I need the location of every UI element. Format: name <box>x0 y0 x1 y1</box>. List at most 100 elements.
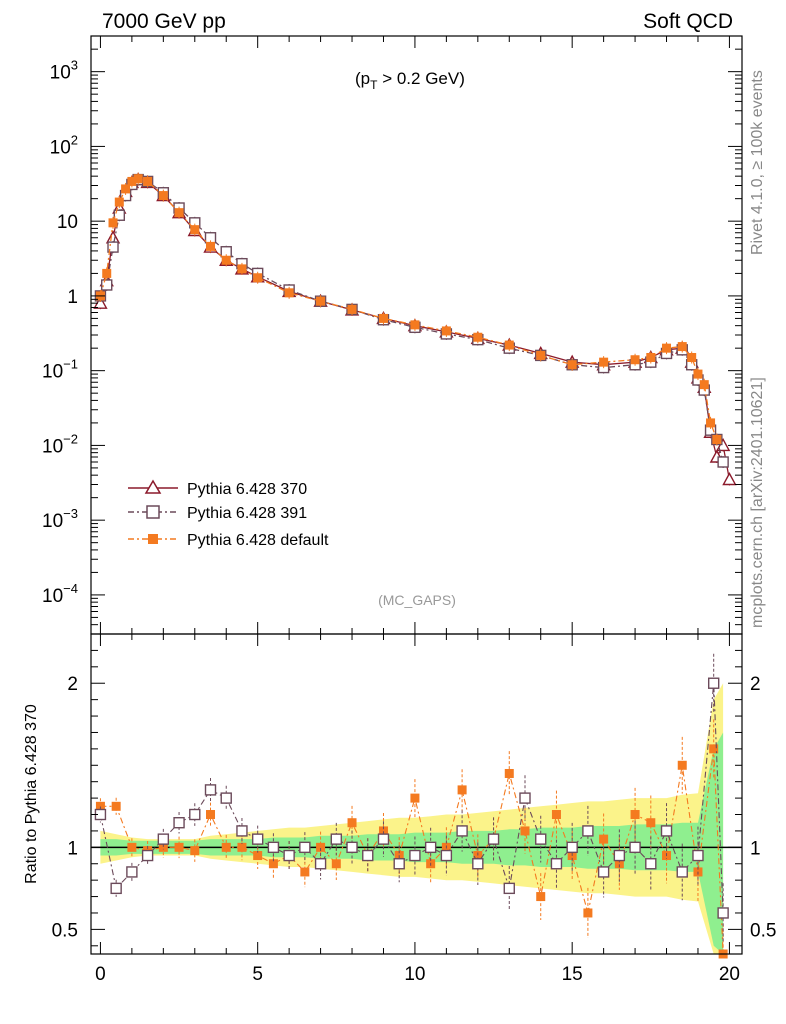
ratio-point-series_391 <box>220 792 232 804</box>
ratio-point-series_default <box>111 801 121 811</box>
ratio-point-series_391 <box>330 833 343 845</box>
ratio-point-series_391 <box>157 833 170 845</box>
series-point-2 <box>706 418 716 428</box>
series-point-2 <box>221 255 231 265</box>
ratio-point-series_default <box>504 768 514 778</box>
ratio-point-series_default <box>457 785 467 795</box>
series-point-2 <box>441 326 451 336</box>
series-point-2 <box>174 208 184 218</box>
main-y-tick-label: 10 <box>57 212 78 233</box>
ratio-point-series_391 <box>173 817 185 829</box>
ratio-point-series_391 <box>141 849 154 862</box>
series-point-2 <box>158 191 168 201</box>
ratio-point-series_default <box>551 810 561 820</box>
side-label-mcplots: mcplots.cern.ch [arXiv:2401.10621] <box>749 377 766 628</box>
x-tick-label: 10 <box>404 964 425 985</box>
ratio-point-series_391 <box>676 866 688 878</box>
ratio-y-tick-label-right: 0.5 <box>750 920 776 941</box>
ratio-point-series_391 <box>189 808 201 821</box>
ratio-point-series_391 <box>660 825 673 837</box>
ratio-point-series_default <box>410 793 420 803</box>
series-point-2 <box>378 313 388 323</box>
x-axis: 0 5 10 15 20 <box>95 36 740 985</box>
ratio-point-series_391 <box>472 858 484 870</box>
ratio-band-yellow <box>100 683 724 954</box>
ratio-point-series_391 <box>629 841 641 854</box>
ratio-y-tick-label-right: 1 <box>750 838 761 859</box>
ratio-point-series_default <box>221 842 231 852</box>
ratio-point-series_default <box>536 892 546 902</box>
ratio-point-series_391 <box>314 858 327 870</box>
ratio-point-series_391 <box>204 784 217 796</box>
series-point-2 <box>693 369 703 379</box>
legend-marker-default <box>148 534 158 544</box>
main-y-tick-label: 10−2 <box>42 431 78 457</box>
ratio-point-series_default <box>190 846 200 856</box>
series-point-1 <box>113 209 126 221</box>
main-y-tick-label: 10−3 <box>42 506 78 532</box>
ratio-point-series_default <box>127 842 137 852</box>
series-point-2 <box>712 434 722 444</box>
ratio-panel: 0.5 0.5 1 1 2 2 0 5 10 15 20 Ratio to Pythia 6.42… <box>23 36 776 985</box>
x-tick-label: 5 <box>252 964 263 985</box>
ratio-point-series_391 <box>597 866 610 878</box>
ratio-y-tick-label-right: 2 <box>750 674 761 695</box>
legend-label-391: Pythia 6.428 391 <box>187 505 307 522</box>
header-left-label: 7000 GeV pp <box>102 10 226 33</box>
series-point-2 <box>646 353 656 363</box>
series-point-2 <box>253 273 263 283</box>
ratio-point-series_default <box>300 867 310 877</box>
ratio-y-tick-label: 1 <box>67 838 78 859</box>
ratio-point-series_391 <box>299 841 311 854</box>
ratio-point-series_default <box>237 842 247 852</box>
ratio-point-series_391 <box>126 866 138 878</box>
ratio-point-series_default <box>174 842 184 852</box>
series-point-2 <box>133 174 143 184</box>
legend-marker-391 <box>146 505 160 519</box>
series-point-2 <box>410 320 420 330</box>
ratio-point-series_default <box>520 826 530 836</box>
series-point-2 <box>121 184 131 194</box>
ratio-point-series_391 <box>692 849 704 862</box>
main-y-tick-label: 103 <box>50 58 78 84</box>
main-y-tick-label: 10−1 <box>42 357 78 383</box>
legend: Pythia 6.428 370 Pythia 6.428 391 Pythia… <box>128 479 329 549</box>
main-y-tick-label: 102 <box>50 132 78 158</box>
x-tick-label: 20 <box>719 964 740 985</box>
ratio-point-series_default <box>583 908 593 918</box>
subtitle-suffix: > 0.2 GeV) <box>377 69 464 88</box>
ratio-series-layer <box>94 653 729 959</box>
ratio-band-green <box>100 732 724 954</box>
series-point-0 <box>722 472 737 486</box>
ratio-point-series_391 <box>377 833 390 845</box>
ratio-point-series_default <box>347 818 357 828</box>
side-label-rivet: Rivet 4.1.0, ≥ 100k events <box>749 70 766 255</box>
legend-entry-370: Pythia 6.428 370 <box>128 479 307 498</box>
series-point-2 <box>699 380 709 390</box>
ratio-bands-layer <box>91 683 742 954</box>
series-point-2 <box>677 342 687 352</box>
watermark: (MC_GAPS) <box>378 592 456 608</box>
series-point-2 <box>190 225 200 235</box>
header-right-label: Soft QCD <box>643 10 733 33</box>
ratio-point-series_391 <box>717 907 729 919</box>
ratio-point-series_default <box>378 826 388 836</box>
series-point-2 <box>102 268 112 278</box>
series-point-1 <box>107 241 119 253</box>
series-point-1 <box>717 456 729 468</box>
subtitle-prefix: (p <box>355 69 370 88</box>
x-tick-label: 0 <box>95 964 106 985</box>
legend-marker-370 <box>144 479 162 494</box>
series-point-2 <box>662 343 672 353</box>
main-y-tick-label: 1 <box>67 287 78 308</box>
ratio-point-series_391 <box>424 841 437 854</box>
ratio-point-series_391 <box>110 882 122 895</box>
ratio-point-series_391 <box>582 825 594 837</box>
series-point-2 <box>237 264 247 274</box>
series-point-2 <box>536 350 546 360</box>
series-point-2 <box>316 296 326 306</box>
main-series-layer <box>93 172 737 486</box>
